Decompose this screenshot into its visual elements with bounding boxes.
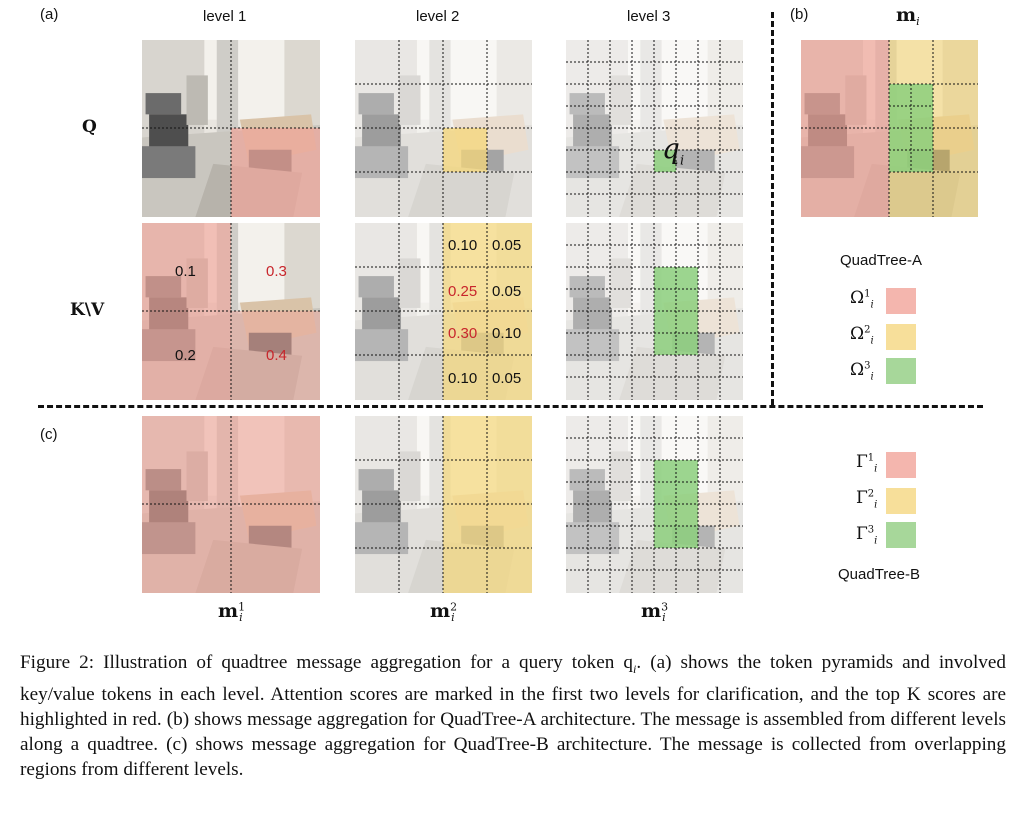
legend-b-sym-2: Γ2i [856,488,878,511]
q-level2-highlight [443,128,487,172]
l2-score-1: 0.10 [448,237,478,254]
m1-grid [142,416,320,593]
q-level1-image [142,40,320,217]
kv-level3-grid [566,223,743,400]
panel-label-b: (b) [790,6,809,23]
level-1-header: level 1 [203,8,247,25]
caption-query-sub: i [633,661,637,676]
q-level2-image [355,40,532,217]
legend-b-swatch-1 [886,452,916,478]
row-label-kv: K\V [70,300,105,320]
row-label-q: Q [82,117,97,137]
kv-level1-grid [142,223,320,400]
kv-level2-image: 0.10 0.05 0.25 0.05 0.30 0.10 0.10 0.05 [355,223,532,400]
legend-a-sym-1: Ω1i [850,288,874,311]
legend-b-title: QuadTree-B [838,566,920,583]
legend-a-sym-2: Ω2i [850,324,874,347]
q-level3-image: qi [566,40,743,217]
caption-text-rest: . (a) shows the token pyramids and invol… [20,652,1007,780]
panel-label-a: (a) [40,6,59,23]
kv-level2-grid [355,223,532,400]
m2-label: m2i [430,600,458,625]
l1-score-4: 0.4 [266,347,287,364]
level-2-header: level 2 [416,8,460,25]
q-level2-grid [355,40,532,217]
horizontal-separator [38,405,983,408]
legend-b-sym-3: Γ3i [856,524,878,547]
mi-combined-image [801,40,978,217]
kv-level1-image: 0.1 0.3 0.2 0.4 [142,223,320,400]
l2-score-3: 0.25 [448,283,478,300]
kv-level3-image [566,223,743,400]
l2-score-7: 0.10 [448,370,478,387]
figure-caption: Figure 2: Illustration of quadtree messa… [20,650,1006,782]
m1-label: m1i [218,600,246,625]
l2-score-8: 0.05 [492,370,522,387]
l1-score-2: 0.3 [266,263,287,280]
level-3-header: level 3 [627,8,671,25]
m3-grid [566,416,743,593]
m3-image [566,416,743,593]
l2-score-2: 0.05 [492,237,522,254]
l1-score-3: 0.2 [175,347,196,364]
legend-a-swatch-3 [886,358,916,384]
q-level3-highlight [654,150,676,172]
m2-grid [355,416,532,593]
legend-a-swatch-2 [886,324,916,350]
caption-text-start: Figure 2: Illustration of quadtree messa… [20,652,634,673]
m1-image [142,416,320,593]
query-token-label: qi [662,132,685,169]
l1-score-1: 0.1 [175,263,196,280]
l2-score-6: 0.10 [492,325,522,342]
l2-score-4: 0.05 [492,283,522,300]
mi-header: mi [896,4,920,29]
q-level3-grid [566,40,743,217]
kv-level1-highlight-br [231,311,320,400]
l2-score-5: 0.30 [448,325,478,342]
m2-image [355,416,532,593]
legend-a-title: QuadTree-A [840,252,922,269]
legend-b-swatch-2 [886,488,916,514]
q-level1-grid [142,40,320,217]
m3-label: m3i [641,600,669,625]
legend-a-sym-3: Ω3i [850,360,874,383]
legend-b-swatch-3 [886,522,916,548]
legend-b-sym-1: Γ1i [856,452,878,475]
legend-a-swatch-1 [886,288,916,314]
vertical-separator [771,12,774,405]
mi-grid [801,40,978,217]
q-level1-highlight [231,128,320,217]
panel-label-c: (c) [40,426,58,443]
